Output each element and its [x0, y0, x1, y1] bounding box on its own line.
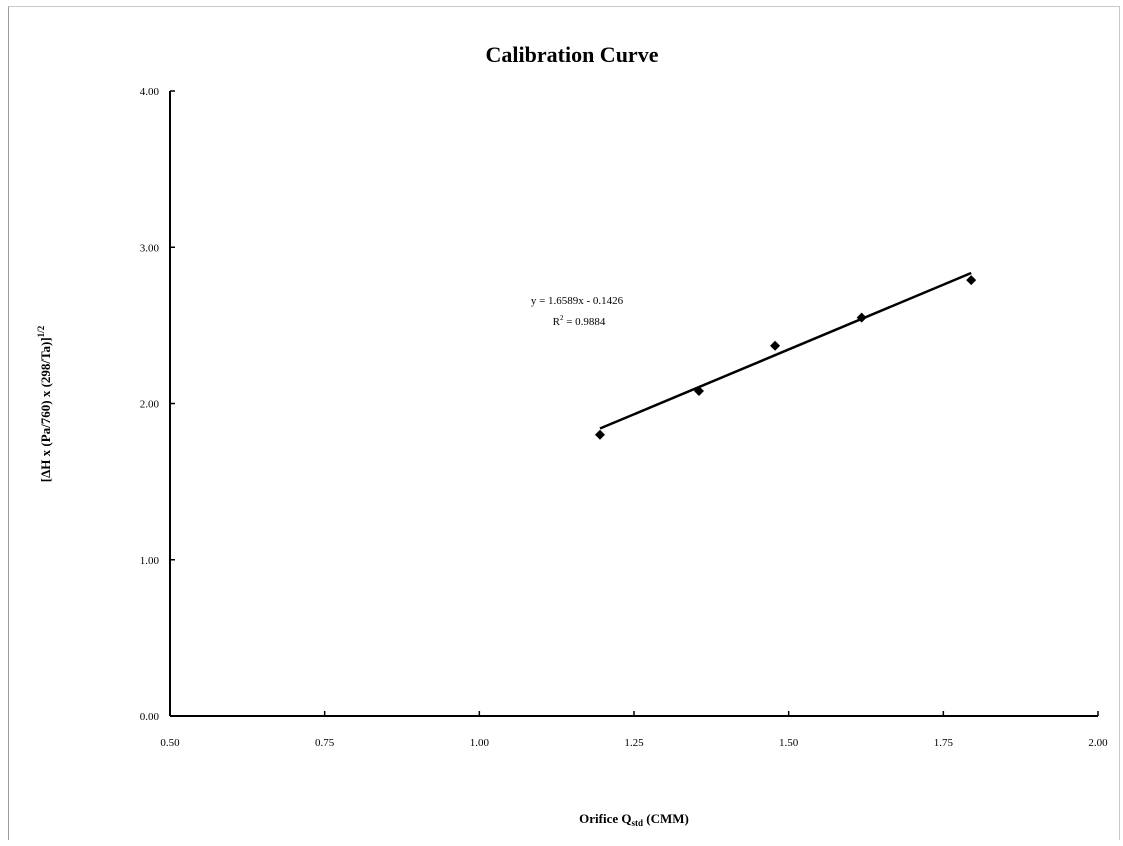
trendline-group: [599, 271, 972, 430]
chart-frame: [8, 6, 1120, 840]
x-tick-label: 1.75: [934, 737, 954, 749]
x-axis-title-main: Orifice Q: [579, 811, 631, 826]
x-tick-label: 1.00: [470, 737, 490, 749]
data-point: [693, 386, 704, 396]
y-tick-label: 1.00: [140, 555, 160, 567]
data-point: [856, 312, 867, 323]
data-point: [966, 275, 977, 286]
x-axis-title-subscript: std: [631, 818, 643, 828]
data-point: [770, 340, 781, 351]
chart-title: Calibration Curve: [486, 42, 659, 67]
trendline-equation: y = 1.6589x - 0.1426: [531, 295, 624, 307]
y-axis-ticks: 0.00 1.00 2.00 3.00 4.00: [140, 86, 175, 723]
y-tick-label: 2.00: [140, 399, 160, 411]
x-axis-title-suffix: (CMM): [643, 811, 689, 826]
y-axis-title-main: [ΔH x (Pa/760) x (298/Ta)]: [38, 337, 53, 482]
trendline: [599, 271, 972, 430]
r2-prefix: R: [553, 316, 561, 328]
trendline-r-squared: R2 = 0.9884: [553, 314, 606, 328]
y-axis-title-superscript: 1/2: [36, 325, 46, 337]
data-points: [594, 275, 977, 440]
y-tick-label: 0.00: [140, 711, 160, 723]
x-tick-label: 1.25: [624, 737, 644, 749]
axes: [169, 91, 1098, 717]
y-tick-label: 3.00: [140, 242, 160, 254]
x-tick-label: 0.50: [160, 737, 180, 749]
y-tick-label: 4.00: [140, 86, 160, 98]
x-axis-title: Orifice Qstd (CMM): [579, 811, 689, 828]
x-tick-label: 2.00: [1088, 737, 1108, 749]
y-axis-title: [ΔH x (Pa/760) x (298/Ta)]1/2: [36, 325, 53, 482]
x-tick-label: 1.50: [779, 737, 799, 749]
x-axis-ticks: 0.50 0.75 1.00 1.25 1.50 1.75 2.00: [160, 711, 1108, 749]
r2-value: = 0.9884: [563, 316, 605, 328]
data-point: [594, 429, 605, 440]
x-tick-label: 0.75: [315, 737, 335, 749]
r2-superscript: 2: [560, 314, 564, 322]
